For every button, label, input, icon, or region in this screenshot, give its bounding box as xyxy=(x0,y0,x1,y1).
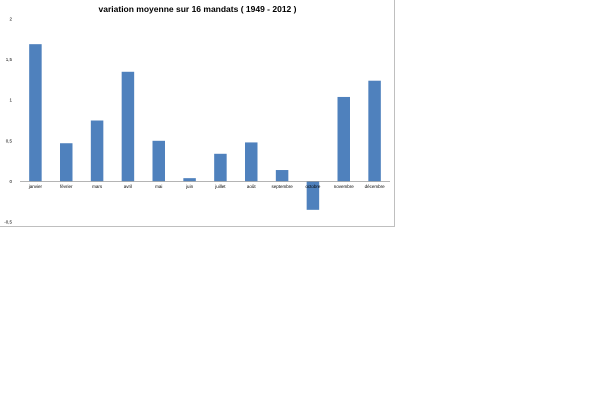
x-tick-label: avril xyxy=(124,184,132,189)
bar-août xyxy=(245,142,258,182)
bar-janvier xyxy=(29,44,42,182)
bar-novembre xyxy=(337,96,350,182)
bars-group xyxy=(29,44,381,210)
x-tick-label: novembre xyxy=(334,184,355,189)
bar-octobre xyxy=(306,181,320,210)
bar-chart: -0,5 0 0,5 1 1,5 2 janvier février mars avril mai… xyxy=(4,17,390,225)
chart-title: variation moyenne sur 16 mandats ( 1949 … xyxy=(98,4,297,14)
x-tick-label: juin xyxy=(185,184,194,189)
x-tick-label: août xyxy=(247,184,257,189)
bar-février xyxy=(60,143,73,182)
y-tick-label: 1,5 xyxy=(6,57,13,62)
bar-mai xyxy=(152,140,165,182)
y-tick-label: 2 xyxy=(9,17,12,22)
bar-juin xyxy=(183,178,196,182)
x-tick-label: décembre xyxy=(365,184,386,189)
y-tick-label: 0 xyxy=(9,179,12,184)
x-tick-label: juillet xyxy=(214,184,226,189)
bar-avril xyxy=(121,71,135,182)
bar-décembre xyxy=(368,80,381,182)
x-tick-label: mai xyxy=(155,184,162,189)
y-axis-ticks: -0,5 0 0,5 1 1,5 2 xyxy=(4,17,12,225)
chart-frame: variation moyenne sur 16 mandats ( 1949 … xyxy=(0,0,395,227)
y-tick-label: -0,5 xyxy=(4,220,12,225)
x-tick-label: février xyxy=(60,184,73,189)
x-tick-label: septembre xyxy=(271,184,293,189)
bar-septembre xyxy=(275,170,289,182)
x-axis-labels: janvier février mars avril mai juin juillet aoû… xyxy=(28,184,385,189)
y-tick-label: 1 xyxy=(9,98,12,103)
bar-mars xyxy=(90,120,104,182)
y-tick-label: 0,5 xyxy=(6,138,13,143)
bar-juillet xyxy=(214,153,227,182)
x-tick-label: janvier xyxy=(28,184,43,189)
x-tick-label: mars xyxy=(92,184,103,189)
x-tick-label: octobre xyxy=(305,184,321,189)
